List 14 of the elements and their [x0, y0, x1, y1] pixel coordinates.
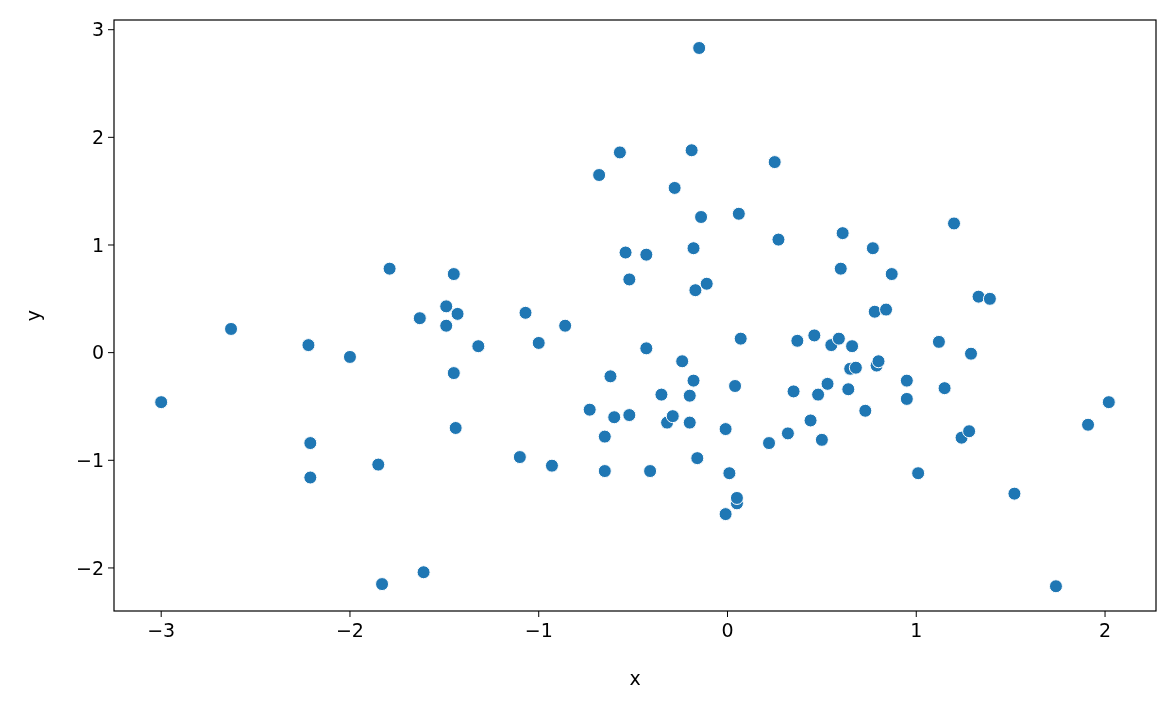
x-axis-title: x	[629, 667, 641, 689]
x-tick-label: −1	[524, 619, 553, 641]
y-tick-label: 2	[91, 125, 104, 148]
x-tick-label: 2	[1098, 619, 1112, 641]
y-axis-title: y	[22, 309, 44, 322]
x-tick-label: 1	[910, 619, 923, 641]
x-tick-label: −3	[147, 619, 176, 641]
y-tick-label: 3	[91, 18, 104, 41]
y-tick-label: −2	[75, 556, 104, 579]
y-tick-label: −1	[75, 448, 104, 471]
x-tick-label: 0	[721, 619, 734, 641]
x-tick-label: −2	[335, 619, 364, 641]
y-tick-label: 1	[91, 233, 104, 256]
y-tick-label: 0	[91, 341, 104, 364]
